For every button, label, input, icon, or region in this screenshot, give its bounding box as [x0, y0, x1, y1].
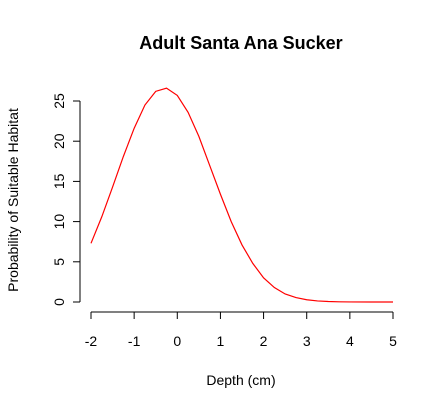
y-tick-label: 0	[51, 298, 67, 306]
x-tick-label: -2	[85, 333, 98, 349]
x-tick-label: 4	[346, 333, 354, 349]
x-tick-label: 2	[260, 333, 268, 349]
series-line-0	[90, 87, 393, 303]
y-tick-label: 10	[51, 214, 67, 230]
y-tick-label: 5	[51, 258, 67, 266]
y-tick-label: 20	[51, 133, 67, 149]
y-axis-label: Probability of Suitable Habitat	[5, 108, 21, 292]
y-tick-label: 25	[51, 93, 67, 109]
x-axis: -2 -1 0 1 2 3 4 5	[85, 311, 397, 349]
x-tick-label: 3	[303, 333, 311, 349]
chart-title: Adult Santa Ana Sucker	[139, 33, 342, 53]
x-tick-label: -1	[128, 333, 141, 349]
y-axis: 0 5 10 15 20 25	[51, 93, 81, 306]
x-tick-label: 5	[389, 333, 397, 349]
x-tick-label: 1	[217, 333, 225, 349]
x-tick-label: 0	[173, 333, 181, 349]
plot-area	[90, 87, 393, 303]
y-tick-label: 15	[51, 173, 67, 189]
x-axis-label: Depth (cm)	[206, 372, 275, 388]
